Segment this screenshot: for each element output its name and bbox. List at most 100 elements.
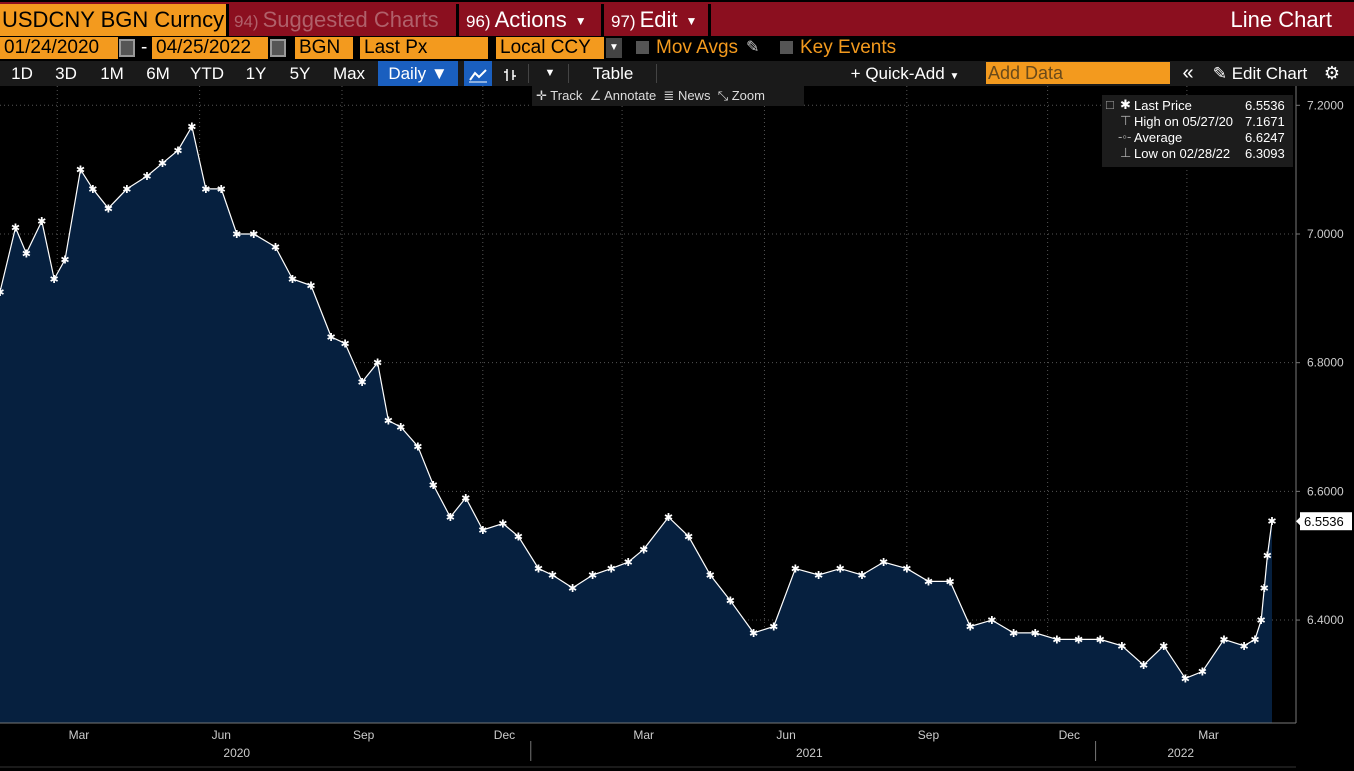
price-point: ✱	[1198, 666, 1207, 679]
field-selector[interactable]: Last Px	[360, 37, 488, 59]
price-point: ✱	[288, 273, 297, 286]
price-point: ✱	[22, 247, 31, 260]
track-tool[interactable]: ✛ Track	[536, 88, 582, 103]
annotate-tool[interactable]: ∠ Annotate	[590, 88, 657, 103]
zoom-icon: ⤡	[717, 88, 729, 103]
range-ytd[interactable]: YTD	[190, 64, 224, 83]
frequency-selector[interactable]: Daily ▼	[378, 61, 458, 86]
caret-down-icon: ▼	[574, 14, 587, 29]
price-point: ✱	[413, 440, 422, 453]
price-point: ✱	[232, 228, 241, 241]
mov-avgs-checkbox[interactable]	[636, 41, 649, 54]
price-point: ✱	[946, 575, 955, 588]
line-chart-icon[interactable]	[464, 61, 492, 86]
annotate-icon: ∠	[589, 88, 602, 103]
menu-number: 94)	[234, 12, 259, 31]
price-point: ✱	[1263, 550, 1272, 563]
x-year-label: 2020	[223, 746, 250, 760]
separator	[226, 4, 229, 36]
ticker-field[interactable]: USDCNY BGN Curncy	[0, 4, 226, 36]
price-point: ✱	[548, 569, 557, 582]
bar-chart-icon[interactable]	[498, 61, 522, 86]
legend-high-label: High on 05/27/20	[1134, 114, 1234, 129]
price-point: ✱	[1267, 515, 1276, 528]
price-point: ✱	[664, 511, 673, 524]
currency-selector[interactable]: Local CCY	[496, 37, 604, 59]
collapse-double-chevron-icon[interactable]: «	[1182, 62, 1194, 84]
actions-menu[interactable]: 96) Actions ▼	[466, 4, 587, 36]
price-point: ✱	[50, 273, 59, 286]
x-tick-label: Sep	[918, 728, 940, 742]
legend-average-value: 6.6247	[1245, 130, 1285, 145]
price-point: ✱	[1219, 633, 1228, 646]
range-1m[interactable]: 1M	[100, 64, 124, 83]
legend-average-label: Average	[1134, 130, 1183, 145]
range-3d[interactable]: 3D	[55, 64, 77, 83]
price-point: ✱	[684, 530, 693, 543]
gear-icon[interactable]: ⚙	[1323, 63, 1341, 83]
title-bar: USDCNY BGN Curncy 94) Suggested Charts 96…	[0, 2, 1354, 36]
menu-number: 97)	[611, 12, 636, 31]
quick-add-button[interactable]: + Quick-Add ▼	[840, 61, 970, 86]
y-tick-label: 6.6000	[1307, 484, 1344, 498]
price-point: ✱	[217, 183, 226, 196]
price-point: ✱	[396, 421, 405, 434]
price-line	[0, 124, 1273, 680]
news-icon: ≣	[663, 88, 675, 103]
price-point: ✱	[1139, 659, 1148, 672]
price-point: ✱	[1117, 640, 1126, 653]
source-field[interactable]: BGN	[295, 37, 353, 59]
range-max[interactable]: Max	[332, 64, 366, 83]
x-tick-label: Jun	[776, 728, 795, 742]
price-point: ✱	[1260, 582, 1269, 595]
suggested-charts-menu[interactable]: 94) Suggested Charts	[234, 4, 439, 36]
currency-dropdown-icon[interactable]: ▼	[606, 38, 622, 58]
last-value-label: 6.5536	[1296, 512, 1352, 531]
x-tick-label: Dec	[1059, 728, 1080, 742]
price-point: ✱	[749, 627, 758, 640]
star-icon: ✱	[1120, 97, 1131, 112]
y-tick-label: 7.0000	[1307, 227, 1344, 241]
chart-style-dropdown-icon[interactable]: ▼	[544, 67, 556, 79]
table-button[interactable]: Table	[592, 64, 634, 83]
range-5y[interactable]: 5Y	[289, 64, 311, 83]
edit-chart-button[interactable]: ✎ Edit Chart	[1206, 61, 1314, 86]
edit-menu[interactable]: 97) Edit ▼	[611, 4, 697, 36]
range-1y[interactable]: 1Y	[245, 64, 267, 83]
toolbar: 1D 3D 1M 6M YTD 1Y 5Y Max Daily ▼ ▼ Tabl…	[0, 61, 1354, 86]
add-data-input[interactable]: Add Data	[986, 62, 1170, 84]
price-point: ✱	[173, 144, 182, 157]
price-point: ✱	[966, 620, 975, 633]
price-chart[interactable]: ✱ ✱ ✱ ✱ ✱ ✱ ✱ ✱ ✱ ✱ ✱ ✱ ✱ ✱ ✱ ✱ ✱ ✱ ✱ ✱ ✱ ✱ ✱ ✱ ✱ ✱ ✱ ✱ ✱ ✱ ✱ ✱ ✱ ✱ ✱ ✱ ✱ ✱ ✱ ✱…	[0, 86, 1354, 771]
price-point: ✱	[249, 228, 258, 241]
caret-down-icon: ▼	[430, 64, 448, 83]
price-point: ✱	[879, 556, 888, 569]
start-date-field[interactable]: 01/24/2020	[0, 37, 118, 59]
calendar-icon[interactable]	[270, 39, 286, 57]
end-date-field[interactable]: 04/25/2022	[152, 37, 268, 59]
price-point: ✱	[534, 563, 543, 576]
calendar-icon[interactable]	[119, 39, 135, 57]
zoom-tool[interactable]: ⤡ Zoom	[718, 88, 765, 103]
price-point: ✱	[607, 563, 616, 576]
price-point: ✱	[76, 164, 85, 177]
range-1d[interactable]: 1D	[11, 64, 33, 83]
price-area	[0, 126, 1272, 723]
separator	[528, 64, 529, 83]
price-point: ✱	[201, 183, 210, 196]
key-events-checkbox[interactable]	[780, 41, 793, 54]
x-tick-label: Mar	[69, 728, 90, 742]
legend-collapse-icon[interactable]: □	[1106, 97, 1114, 112]
price-point: ✱	[0, 286, 5, 299]
caret-down-icon: ▼	[949, 71, 960, 82]
news-tool[interactable]: ≣ News	[663, 88, 710, 103]
annotate-label: Annotate	[604, 88, 657, 103]
x-tick-label: Jun	[212, 728, 231, 742]
menu-label: Actions	[494, 7, 567, 32]
pencil-icon[interactable]: ✎	[746, 39, 760, 56]
chart-legend[interactable]: □ ✱ Last Price 6.5536 ⊤ High on 05/27/20…	[1102, 95, 1293, 167]
range-6m[interactable]: 6M	[146, 64, 170, 83]
price-point: ✱	[1052, 633, 1061, 646]
chart-type-title: Line Chart	[1230, 7, 1332, 32]
price-point: ✱	[327, 331, 336, 344]
